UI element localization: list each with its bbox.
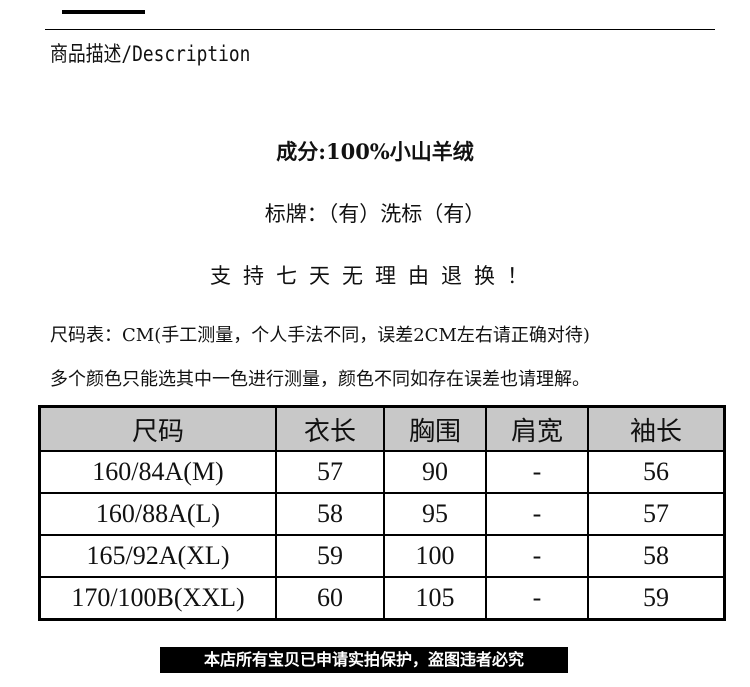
table-cell: 58 xyxy=(275,492,385,536)
return-policy: 支持七天无理由退换！ xyxy=(210,264,540,288)
table-cell: - xyxy=(485,534,589,578)
table-cell: 59 xyxy=(587,576,726,621)
table-cell: 90 xyxy=(383,450,487,494)
accent-bar xyxy=(62,10,145,14)
table-row: 170/100B(XXL) 60 105-59 xyxy=(38,576,726,621)
labels-info: 标牌：（有）洗标（有） xyxy=(264,202,486,226)
table-cell: 57 xyxy=(275,450,385,494)
table-row: 160/88A(L) 58 95-57 xyxy=(38,492,726,536)
copyright-banner: 本店所有宝贝已申请实拍保护，盗图违者必究 xyxy=(160,647,568,673)
header-cell: 肩宽 xyxy=(485,405,589,452)
header-cell: 袖长 xyxy=(587,405,726,452)
table-cell: 59 xyxy=(275,534,385,578)
header-cell: 胸围 xyxy=(383,405,487,452)
table-cell: 170/100B(XXL) xyxy=(38,576,277,621)
table-cell: 160/88A(L) xyxy=(38,492,277,536)
table-cell: 57 xyxy=(587,492,726,536)
table-cell: - xyxy=(485,492,589,536)
table-cell: 105 xyxy=(383,576,487,621)
table-cell: 165/92A(XL) xyxy=(38,534,277,578)
table-cell: 56 xyxy=(587,450,726,494)
divider xyxy=(45,29,715,30)
table-cell: 100 xyxy=(383,534,487,578)
color-note: 多个颜色只能选其中一色进行测量，颜色不同如存在误差也请理解。 xyxy=(50,369,590,390)
table-cell: 95 xyxy=(383,492,487,536)
table-row: 165/92A(XL) 59 100-58 xyxy=(38,534,726,578)
size-table: 尺码 衣长 胸围 肩宽 袖长 160/84A(M) 57 90-56 160/88A(… xyxy=(38,405,726,621)
header-cell: 尺码 xyxy=(38,405,277,452)
table-cell: - xyxy=(485,576,589,621)
composition: 成分:100%小山羊绒 xyxy=(276,139,474,164)
section-title: 商品描述/Description xyxy=(50,42,251,66)
table-cell: 160/84A(M) xyxy=(38,450,277,494)
size-note: 尺码表：CM(手工测量，个人手法不同，误差2CM左右请正确对待) xyxy=(50,325,590,346)
table-cell: - xyxy=(485,450,589,494)
table-row: 160/84A(M) 57 90-56 xyxy=(38,450,726,494)
table-header: 尺码 衣长 胸围 肩宽 袖长 xyxy=(38,405,726,452)
table-cell: 60 xyxy=(275,576,385,621)
header-cell: 衣长 xyxy=(275,405,385,452)
table-cell: 58 xyxy=(587,534,726,578)
